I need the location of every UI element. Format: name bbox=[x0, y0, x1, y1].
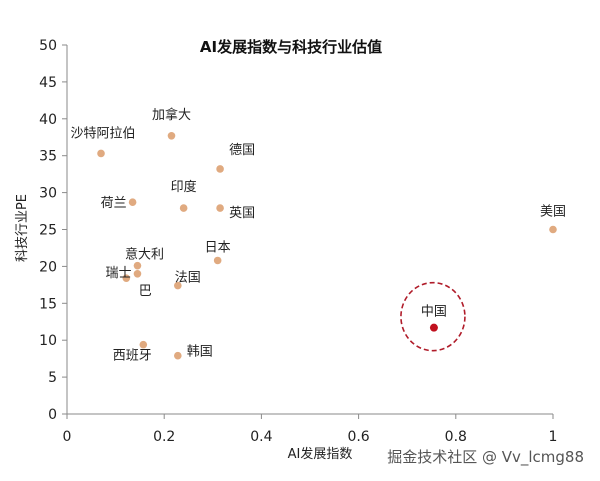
x-tick-label: 1 bbox=[549, 429, 558, 445]
y-tick-label: 20 bbox=[39, 259, 57, 275]
data-point bbox=[174, 281, 182, 290]
y-tick-label: 0 bbox=[48, 407, 57, 423]
data-point bbox=[213, 256, 222, 265]
point-label: 德国 bbox=[229, 143, 255, 158]
point-label: 荷兰 bbox=[101, 196, 127, 211]
point-label: 巴 bbox=[139, 284, 152, 299]
y-tick-label: 35 bbox=[39, 149, 57, 165]
point-label: 英国 bbox=[229, 206, 255, 221]
data-point bbox=[179, 204, 188, 212]
axes: 0 5 10 15 20 25 30 35 40 45 50 0 0.2 0.4 0.6 0.8 1 bbox=[39, 38, 557, 445]
y-tick-label: 5 bbox=[48, 370, 57, 386]
data-point bbox=[97, 149, 105, 158]
data-point bbox=[216, 165, 224, 173]
highlight-ring bbox=[400, 281, 466, 352]
x-tick-label: 0.2 bbox=[153, 429, 175, 445]
y-tick-label: 50 bbox=[39, 38, 57, 54]
y-tick-label: 25 bbox=[39, 223, 57, 239]
x-tick-label: 0.6 bbox=[347, 429, 369, 445]
data-point bbox=[167, 131, 176, 140]
y-tick-label: 10 bbox=[39, 333, 57, 349]
y-tick-label: 45 bbox=[39, 75, 57, 91]
data-point bbox=[139, 340, 148, 349]
x-axis-label: AI发展指数 bbox=[288, 446, 353, 462]
point-label: 意大利 bbox=[125, 247, 164, 263]
data-point bbox=[133, 261, 142, 270]
y-tick-label: 40 bbox=[39, 112, 57, 128]
point-label: 加拿大 bbox=[152, 107, 191, 123]
data-point bbox=[122, 274, 131, 283]
point-label: 日本 bbox=[205, 240, 231, 255]
point-label: 瑞士 bbox=[105, 266, 131, 281]
y-tick-label: 15 bbox=[39, 296, 57, 312]
point-label: 西班牙 bbox=[113, 349, 152, 364]
chart-title: AI发展指数与科技行业估值 bbox=[200, 38, 382, 56]
x-tick-label: 0.4 bbox=[250, 429, 272, 445]
y-axis-label: 科技行业PE bbox=[15, 194, 30, 262]
watermark: 掘金技术社区 @ Vv_lcmg88 bbox=[387, 448, 584, 467]
data-point bbox=[174, 351, 182, 360]
point-label: 沙特阿拉伯 bbox=[71, 126, 136, 141]
data-point bbox=[133, 269, 142, 278]
point-label: 中国 bbox=[421, 305, 447, 320]
data-point bbox=[128, 198, 137, 206]
y-tick-label: 30 bbox=[39, 186, 57, 202]
point-label: 法国 bbox=[175, 271, 201, 286]
data-point bbox=[429, 323, 438, 332]
point-label: 韩国 bbox=[187, 345, 213, 360]
point-label: 美国 bbox=[540, 205, 566, 220]
x-tick-label: 0.8 bbox=[445, 429, 467, 445]
data-point bbox=[216, 204, 224, 212]
point-label: 印度 bbox=[171, 179, 197, 195]
data-points bbox=[97, 131, 557, 360]
data-point bbox=[549, 225, 557, 234]
x-tick-label: 0 bbox=[63, 429, 72, 445]
